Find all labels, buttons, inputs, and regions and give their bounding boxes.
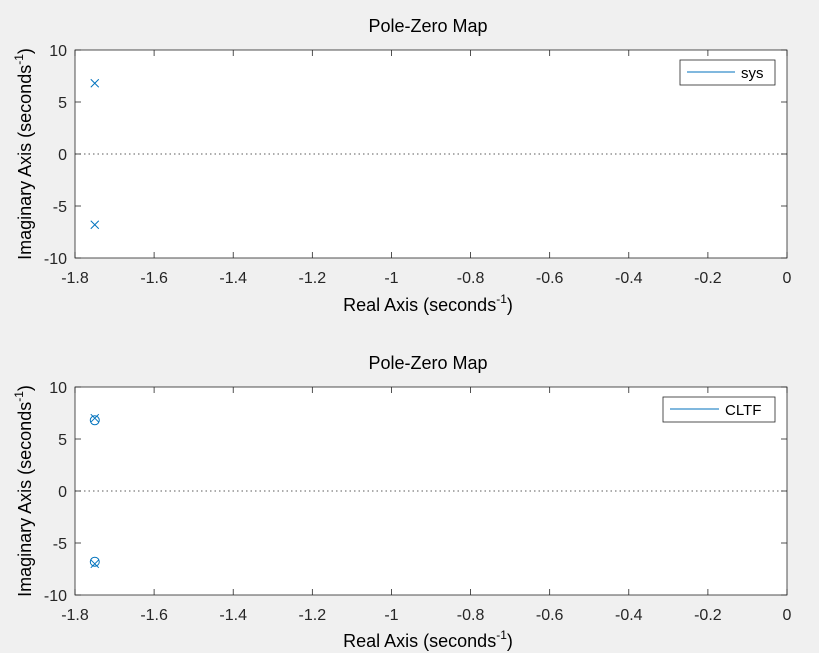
y-tick-label: 5 bbox=[58, 95, 67, 112]
y-tick-label: 5 bbox=[58, 432, 67, 449]
pole-marker bbox=[90, 413, 100, 423]
x-tick-label: -1.6 bbox=[140, 270, 168, 287]
x-tick-label: -0.2 bbox=[694, 270, 722, 287]
y-tick-label: -5 bbox=[53, 536, 67, 553]
pole-zero-plot-cltf: Pole-Zero Map Real Axis (seconds-1) Imag… bbox=[12, 353, 792, 651]
x-tick-label: -0.6 bbox=[536, 607, 564, 624]
legend-entry-sys: sys bbox=[741, 65, 764, 82]
pole-zero-plot-sys: Pole-Zero Map Real Axis (seconds-1) Imag… bbox=[12, 16, 792, 315]
x-tick-label: -1.8 bbox=[61, 607, 89, 624]
legend: CLTF bbox=[662, 396, 776, 423]
pole-marker bbox=[90, 78, 100, 88]
x-tick-label: -1 bbox=[384, 607, 398, 624]
pole-marker-stroke bbox=[90, 78, 100, 88]
x-tick-label: -1.4 bbox=[219, 607, 247, 624]
pole-marker bbox=[90, 559, 100, 569]
zero-marker bbox=[89, 556, 100, 567]
x-tick-label: -0.4 bbox=[615, 607, 643, 624]
x-tick-label: -1.4 bbox=[219, 270, 247, 287]
x-tick-label: -0.4 bbox=[615, 270, 643, 287]
y-tick-label: 10 bbox=[49, 380, 67, 397]
x-tick-label: -1 bbox=[384, 270, 398, 287]
x-axis-label: Real Axis (seconds-1) bbox=[343, 628, 513, 651]
y-axis-label: Imaginary Axis (seconds-1) bbox=[12, 385, 35, 597]
x-tick-label: -0.8 bbox=[457, 270, 485, 287]
y-tick-label: -10 bbox=[44, 588, 67, 605]
pole-marker-stroke bbox=[90, 559, 100, 569]
x-axis-label: Real Axis (seconds-1) bbox=[343, 292, 513, 315]
pole-marker-stroke bbox=[90, 220, 100, 230]
y-tick-label: 0 bbox=[58, 147, 67, 164]
x-tick-label: -1.2 bbox=[299, 270, 327, 287]
x-tick-label: -1.8 bbox=[61, 270, 89, 287]
pole-marker-stroke bbox=[90, 413, 100, 423]
plot-title: Pole-Zero Map bbox=[368, 16, 487, 36]
y-tick-label: -10 bbox=[44, 251, 67, 268]
x-tick-label: -1.2 bbox=[299, 607, 327, 624]
plot-title: Pole-Zero Map bbox=[368, 353, 487, 373]
y-axis-label: Imaginary Axis (seconds-1) bbox=[12, 48, 35, 260]
x-tick-label: -0.6 bbox=[536, 270, 564, 287]
x-tick-label: -0.2 bbox=[694, 607, 722, 624]
pole-marker bbox=[90, 220, 100, 230]
y-tick-label: -5 bbox=[53, 199, 67, 216]
legend: sys bbox=[679, 59, 776, 86]
x-tick-label: 0 bbox=[783, 607, 792, 624]
zero-marker bbox=[89, 415, 100, 426]
x-tick-label: -1.6 bbox=[140, 607, 168, 624]
x-tick-label: -0.8 bbox=[457, 607, 485, 624]
y-tick-label: 0 bbox=[58, 484, 67, 501]
x-tick-label: 0 bbox=[783, 270, 792, 287]
y-tick-label: 10 bbox=[49, 43, 67, 60]
legend-entry-cltf: CLTF bbox=[725, 402, 761, 419]
